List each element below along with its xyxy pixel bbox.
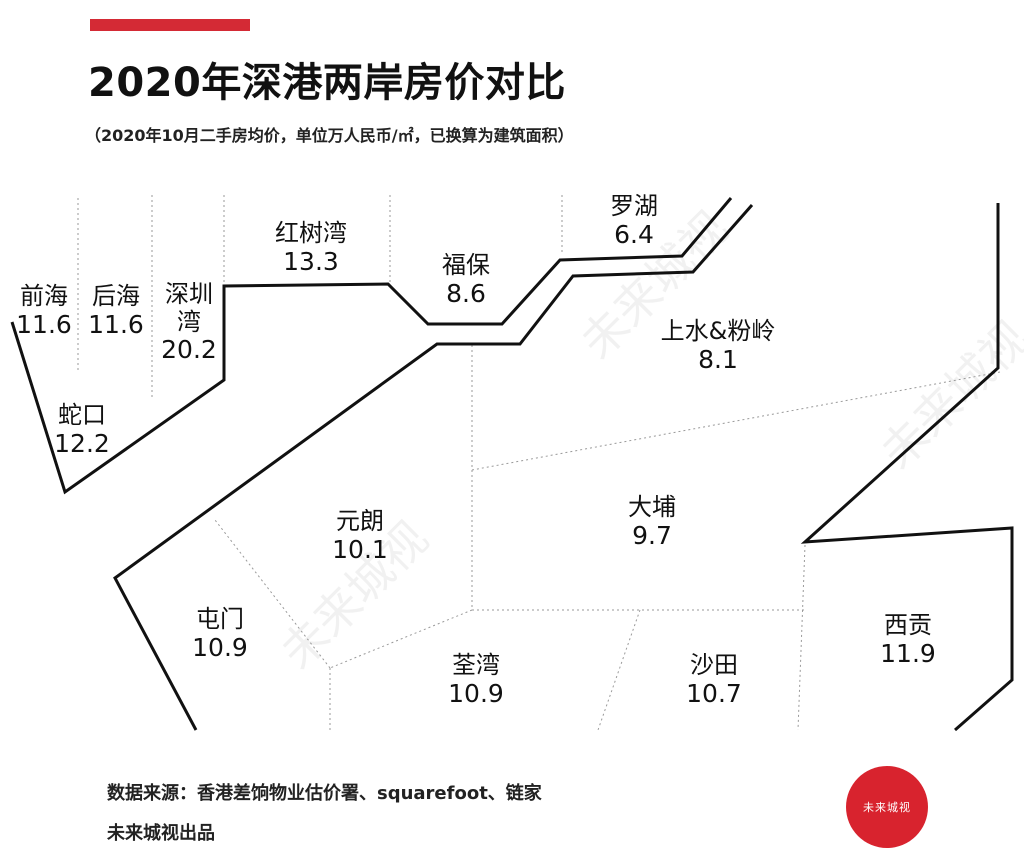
- region-name: 元朗: [336, 507, 384, 535]
- region-tuen-mun: 屯门 10.9: [178, 605, 262, 662]
- region-name: 大埔: [628, 493, 676, 521]
- region-value: 8.6: [446, 278, 486, 308]
- region-shekou: 蛇口 12.2: [40, 401, 124, 458]
- region-value: 10.1: [332, 534, 388, 564]
- region-name: 屯门: [196, 605, 244, 633]
- region-name: 前海: [20, 282, 68, 310]
- region-value: 13.3: [283, 246, 339, 276]
- region-tsuen-wan: 荃湾 10.9: [434, 651, 518, 708]
- region-sai-kung: 西贡 11.9: [866, 611, 950, 668]
- region-name: 蛇口: [58, 401, 106, 429]
- region-name: 荃湾: [452, 651, 500, 679]
- region-houhai: 后海 11.6: [80, 282, 152, 339]
- region-value: 20.2: [161, 335, 217, 365]
- brand-logo-text: 未来城视: [863, 801, 911, 814]
- region-value: 11.6: [88, 309, 144, 339]
- region-hongshuwan: 红树湾 13.3: [256, 219, 366, 276]
- region-fubao: 福保 8.6: [418, 251, 514, 308]
- credit-line: 未来城视出品: [107, 823, 215, 844]
- region-value: 10.7: [686, 678, 742, 708]
- region-name: 西贡: [884, 611, 932, 639]
- region-sheung-shui-fanling: 上水&粉岭 8.1: [640, 317, 796, 374]
- region-name: 福保: [442, 251, 490, 279]
- region-sha-tin: 沙田 10.7: [672, 651, 756, 708]
- region-value: 11.6: [16, 309, 72, 339]
- district-dividers: [77, 195, 1001, 731]
- region-value: 9.7: [632, 520, 672, 550]
- region-value: 10.9: [192, 632, 248, 662]
- region-name: 上水&粉岭: [660, 317, 776, 345]
- hongkong-border: [113, 204, 754, 731]
- brand-logo: 未来城视: [846, 766, 928, 848]
- region-luohu: 罗湖 6.4: [586, 192, 682, 249]
- page-title: 2020年深港两岸房价对比: [88, 60, 566, 106]
- page-subtitle: （2020年10月二手房均价，单位万人民币/㎡，已换算为建筑面积）: [85, 126, 574, 145]
- hongkong-east-coast: [800, 203, 1014, 732]
- region-name: 罗湖: [610, 192, 658, 220]
- region-shenzhen-bay: 深圳湾 20.2: [156, 280, 222, 365]
- region-name: 红树湾: [275, 219, 347, 247]
- region-yuen-long: 元朗 10.1: [318, 507, 402, 564]
- region-name: 沙田: [690, 651, 738, 679]
- region-value: 8.1: [698, 344, 738, 374]
- shenzhen-coastline: [10, 197, 733, 495]
- accent-bar: [90, 19, 250, 31]
- data-source: 数据来源：香港差饷物业估价署、squarefoot、链家: [107, 783, 542, 804]
- region-name: 深圳湾: [165, 280, 213, 336]
- region-tai-po: 大埔 9.7: [610, 493, 694, 550]
- region-value: 10.9: [448, 678, 504, 708]
- region-value: 12.2: [54, 428, 110, 458]
- region-value: 11.9: [880, 638, 936, 668]
- region-qianhai: 前海 11.6: [8, 282, 80, 339]
- region-name: 后海: [92, 282, 140, 310]
- region-value: 6.4: [614, 219, 654, 249]
